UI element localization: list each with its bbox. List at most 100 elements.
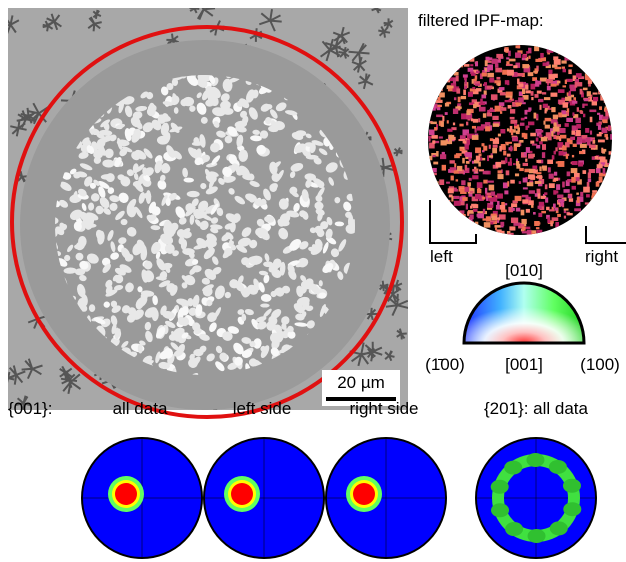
ipf-grain <box>500 222 504 226</box>
ipf-grain <box>437 59 442 65</box>
ipf-grain <box>589 169 596 173</box>
ipf-grain <box>527 182 534 186</box>
ipf-grain <box>576 73 582 78</box>
ipf-grain <box>453 123 455 126</box>
ipf-grain <box>469 178 472 181</box>
ipf-grain <box>496 162 501 168</box>
ipf-grain <box>522 195 529 198</box>
ipf-grain <box>595 213 598 216</box>
ipf-grain <box>476 71 480 74</box>
ipf-grain <box>579 225 585 230</box>
ipf-grain <box>600 223 603 229</box>
ipf-grain <box>567 213 572 215</box>
ipf-grain <box>512 137 517 141</box>
ipf-grain <box>565 52 569 55</box>
ipf-grain <box>470 191 474 193</box>
key-center-label: [001] <box>505 355 543 374</box>
ipf-grain <box>600 95 604 101</box>
ipf-grain <box>430 85 434 87</box>
ipf-grain <box>594 205 598 209</box>
ipf-grain <box>474 223 476 226</box>
ipf-grain <box>439 179 444 185</box>
ipf-grain <box>609 54 613 57</box>
ipf-grain <box>582 104 584 108</box>
ipf-grain <box>500 92 506 95</box>
grain <box>78 236 87 247</box>
ipf-grain <box>472 87 475 89</box>
ipf-grain <box>445 60 449 65</box>
ipf-grain <box>544 109 546 113</box>
ipf-grain <box>566 154 568 159</box>
ipf-grain <box>558 50 565 54</box>
ipf-grain <box>590 57 595 63</box>
ipf-grain <box>607 226 612 232</box>
ipf-grain <box>456 179 458 181</box>
ipf-grain <box>456 68 459 70</box>
ipf-grain <box>500 205 505 210</box>
ipf-grain <box>526 147 530 153</box>
ipf-grain <box>434 181 438 185</box>
ipf-grain <box>524 169 529 173</box>
ipf-grain <box>439 51 442 54</box>
ipf-grain <box>607 208 611 214</box>
ipf-grain <box>464 64 469 67</box>
ipf-grain <box>433 61 439 65</box>
ipf-grain <box>557 231 563 235</box>
ipf-grain <box>587 182 590 187</box>
ipf-grain <box>491 197 497 201</box>
ipf-grain <box>475 222 478 226</box>
ipf-grain <box>432 50 436 52</box>
ipf-grain <box>504 190 508 194</box>
ipf-grain <box>587 91 591 96</box>
ipf-grain <box>450 232 454 236</box>
ipf-grain <box>497 201 500 206</box>
ipf-grain <box>523 178 528 183</box>
ipf-grain <box>463 60 467 62</box>
ipf-grain <box>553 115 558 120</box>
ipf-grain <box>596 182 600 187</box>
ipf-grain <box>549 234 552 239</box>
ipf-grain <box>447 217 449 223</box>
ipf-grain <box>473 209 478 212</box>
ipf-grain <box>560 135 566 139</box>
ipf-grain <box>570 233 573 236</box>
ipf-grain <box>429 105 436 110</box>
ipf-grain <box>468 92 473 97</box>
ipf-grain <box>431 68 436 71</box>
ipf-grain <box>432 183 435 188</box>
ipf-grain <box>575 82 578 88</box>
ipf-grain <box>578 162 583 166</box>
ipf-grain <box>522 64 529 68</box>
ipf-grain <box>437 63 442 67</box>
ipf-grain <box>537 130 544 133</box>
ipf-grain <box>536 227 539 229</box>
ipf-grain <box>589 46 591 49</box>
ipf-grain <box>513 163 516 165</box>
ipf-grain <box>609 159 613 164</box>
ipf-grain <box>445 112 448 115</box>
ipf-grain <box>580 53 585 57</box>
ipf-grain <box>582 170 586 174</box>
ipf-grain <box>545 184 548 189</box>
ipf-grain <box>481 94 486 98</box>
ipf-grain <box>604 99 606 103</box>
ipf-grain <box>441 53 447 58</box>
ipf-grain <box>451 176 454 181</box>
ipf-grain <box>496 77 500 80</box>
ipf-grain <box>431 71 435 75</box>
ipf-grain <box>599 106 602 110</box>
ipf-grain <box>596 168 601 173</box>
ipf-grain <box>598 84 600 88</box>
ipf-grain <box>591 219 594 225</box>
ipf-grain <box>449 135 455 139</box>
ipf-grain <box>580 192 583 196</box>
grain <box>260 304 270 308</box>
ipf-grain <box>534 94 538 98</box>
ipf-grain <box>550 223 553 227</box>
ipf-grain <box>554 178 559 181</box>
ipf-grain <box>592 190 597 193</box>
ipf-grain <box>434 189 440 192</box>
ipf-grain <box>449 138 452 144</box>
ipf-grain <box>597 134 602 137</box>
ipf-grain <box>559 128 566 133</box>
